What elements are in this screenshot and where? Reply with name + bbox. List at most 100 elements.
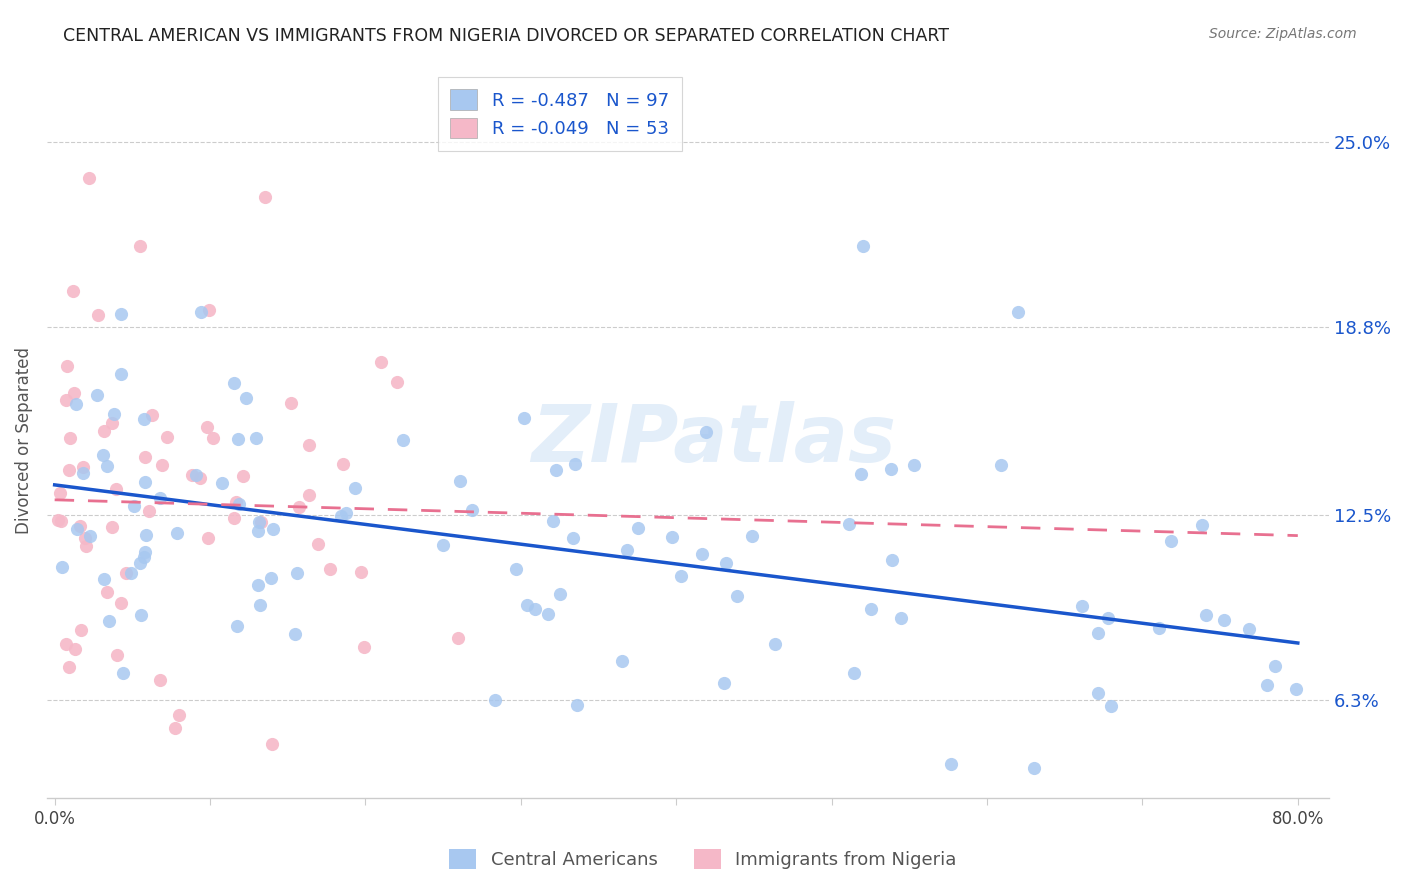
Point [56,359,79,373]
Point [87,308,110,322]
Point [544,463,567,477]
Point [844,665,866,680]
Point [86,388,108,402]
Point [432,538,454,552]
Point [516,598,538,612]
Point [536,607,558,622]
Point [166,525,188,540]
Point [197,531,219,545]
Point [626,521,648,535]
Point [690,547,713,561]
Point [165,721,187,735]
Point [298,488,321,502]
Point [849,467,872,481]
Point [880,462,903,476]
Point [226,619,249,633]
Point [332,457,354,471]
Point [186,467,208,482]
Legend: R = -0.487   N = 97, R = -0.049   N = 53: R = -0.487 N = 97, R = -0.049 N = 53 [437,77,682,151]
Point [245,432,267,446]
Point [49,485,72,500]
Point [58,660,80,674]
Point [149,673,172,687]
Point [370,355,392,369]
Point [112,665,135,680]
Point [167,707,190,722]
Point [385,376,408,390]
Point [181,467,204,482]
Point [188,471,211,485]
Point [882,553,904,567]
Point [247,578,270,592]
Point [763,637,786,651]
Point [353,640,375,655]
Point [51,560,73,574]
Point [505,562,527,576]
Point [447,631,470,645]
Point [903,458,925,473]
Point [725,589,748,603]
Point [129,239,152,253]
Point [96,458,118,473]
Point [741,529,763,543]
Point [138,504,160,518]
Point [1256,678,1278,692]
Point [260,571,283,585]
Point [190,304,212,318]
Point [1087,686,1109,700]
Point [222,510,245,524]
Point [100,416,122,430]
Point [135,528,157,542]
Point [105,648,128,662]
Point [247,515,270,529]
Point [852,239,875,253]
Point [1097,611,1119,625]
Point [69,623,91,637]
Point [75,539,97,553]
Point [1195,608,1218,623]
Point [319,562,342,576]
Point [222,376,245,390]
Point [612,655,634,669]
Point [149,491,172,505]
Point [63,385,86,400]
Point [55,637,77,651]
Point [120,566,142,581]
Point [232,468,254,483]
Point [72,467,94,481]
Point [150,458,173,472]
Point [63,641,86,656]
Point [93,448,115,462]
Point [55,393,77,408]
Point [350,565,373,579]
Point [129,608,152,623]
Point [838,517,860,532]
Point [1007,305,1029,319]
Point [335,506,357,520]
Point [288,500,311,515]
Point [1191,517,1213,532]
Point [1285,681,1308,696]
Point [134,450,156,464]
Point [141,409,163,423]
Point [695,425,717,440]
Point [110,307,132,321]
Point [98,614,121,628]
Point [671,569,693,583]
Point [616,542,638,557]
Point [280,396,302,410]
Point [62,284,84,298]
Point [1099,698,1122,713]
Point [100,520,122,534]
Point [225,495,247,509]
Point [195,419,218,434]
Point [254,190,277,204]
Point [156,430,179,444]
Point [548,587,571,601]
Point [262,522,284,536]
Point [307,537,329,551]
Point [990,458,1012,473]
Point [228,498,250,512]
Point [250,516,273,530]
Point [262,738,284,752]
